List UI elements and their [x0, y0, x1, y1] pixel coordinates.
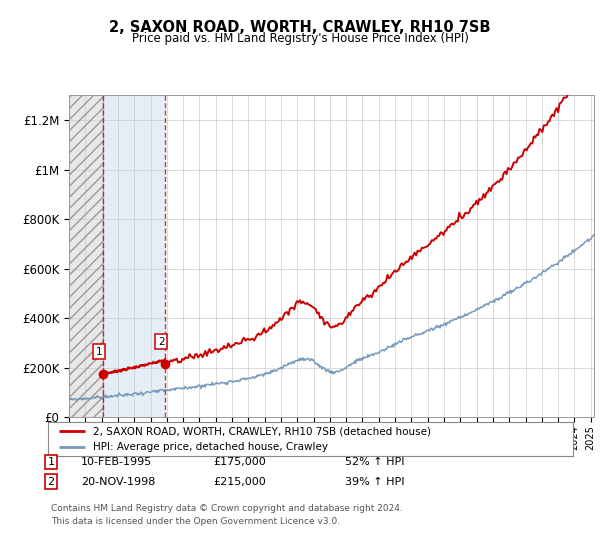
Text: Price paid vs. HM Land Registry's House Price Index (HPI): Price paid vs. HM Land Registry's House … [131, 32, 469, 45]
Text: 2: 2 [47, 477, 55, 487]
Text: 1: 1 [47, 457, 55, 467]
Bar [103, 95, 165, 417]
Text: £215,000: £215,000 [213, 477, 266, 487]
Text: 10-FEB-1995: 10-FEB-1995 [81, 457, 152, 467]
Text: 1: 1 [96, 347, 103, 357]
Text: Contains HM Land Registry data © Crown copyright and database right 2024.
This d: Contains HM Land Registry data © Crown c… [51, 504, 403, 525]
Text: 2: 2 [158, 337, 164, 347]
Text: 39% ↑ HPI: 39% ↑ HPI [345, 477, 404, 487]
Text: 2, SAXON ROAD, WORTH, CRAWLEY, RH10 7SB (detached house): 2, SAXON ROAD, WORTH, CRAWLEY, RH10 7SB … [92, 426, 431, 436]
Text: £175,000: £175,000 [213, 457, 266, 467]
Text: 20-NOV-1998: 20-NOV-1998 [81, 477, 155, 487]
Bar [69, 95, 103, 417]
Text: 52% ↑ HPI: 52% ↑ HPI [345, 457, 404, 467]
Text: 2, SAXON ROAD, WORTH, CRAWLEY, RH10 7SB: 2, SAXON ROAD, WORTH, CRAWLEY, RH10 7SB [109, 20, 491, 35]
Bar [69, 95, 103, 417]
Text: HPI: Average price, detached house, Crawley: HPI: Average price, detached house, Craw… [92, 442, 328, 452]
